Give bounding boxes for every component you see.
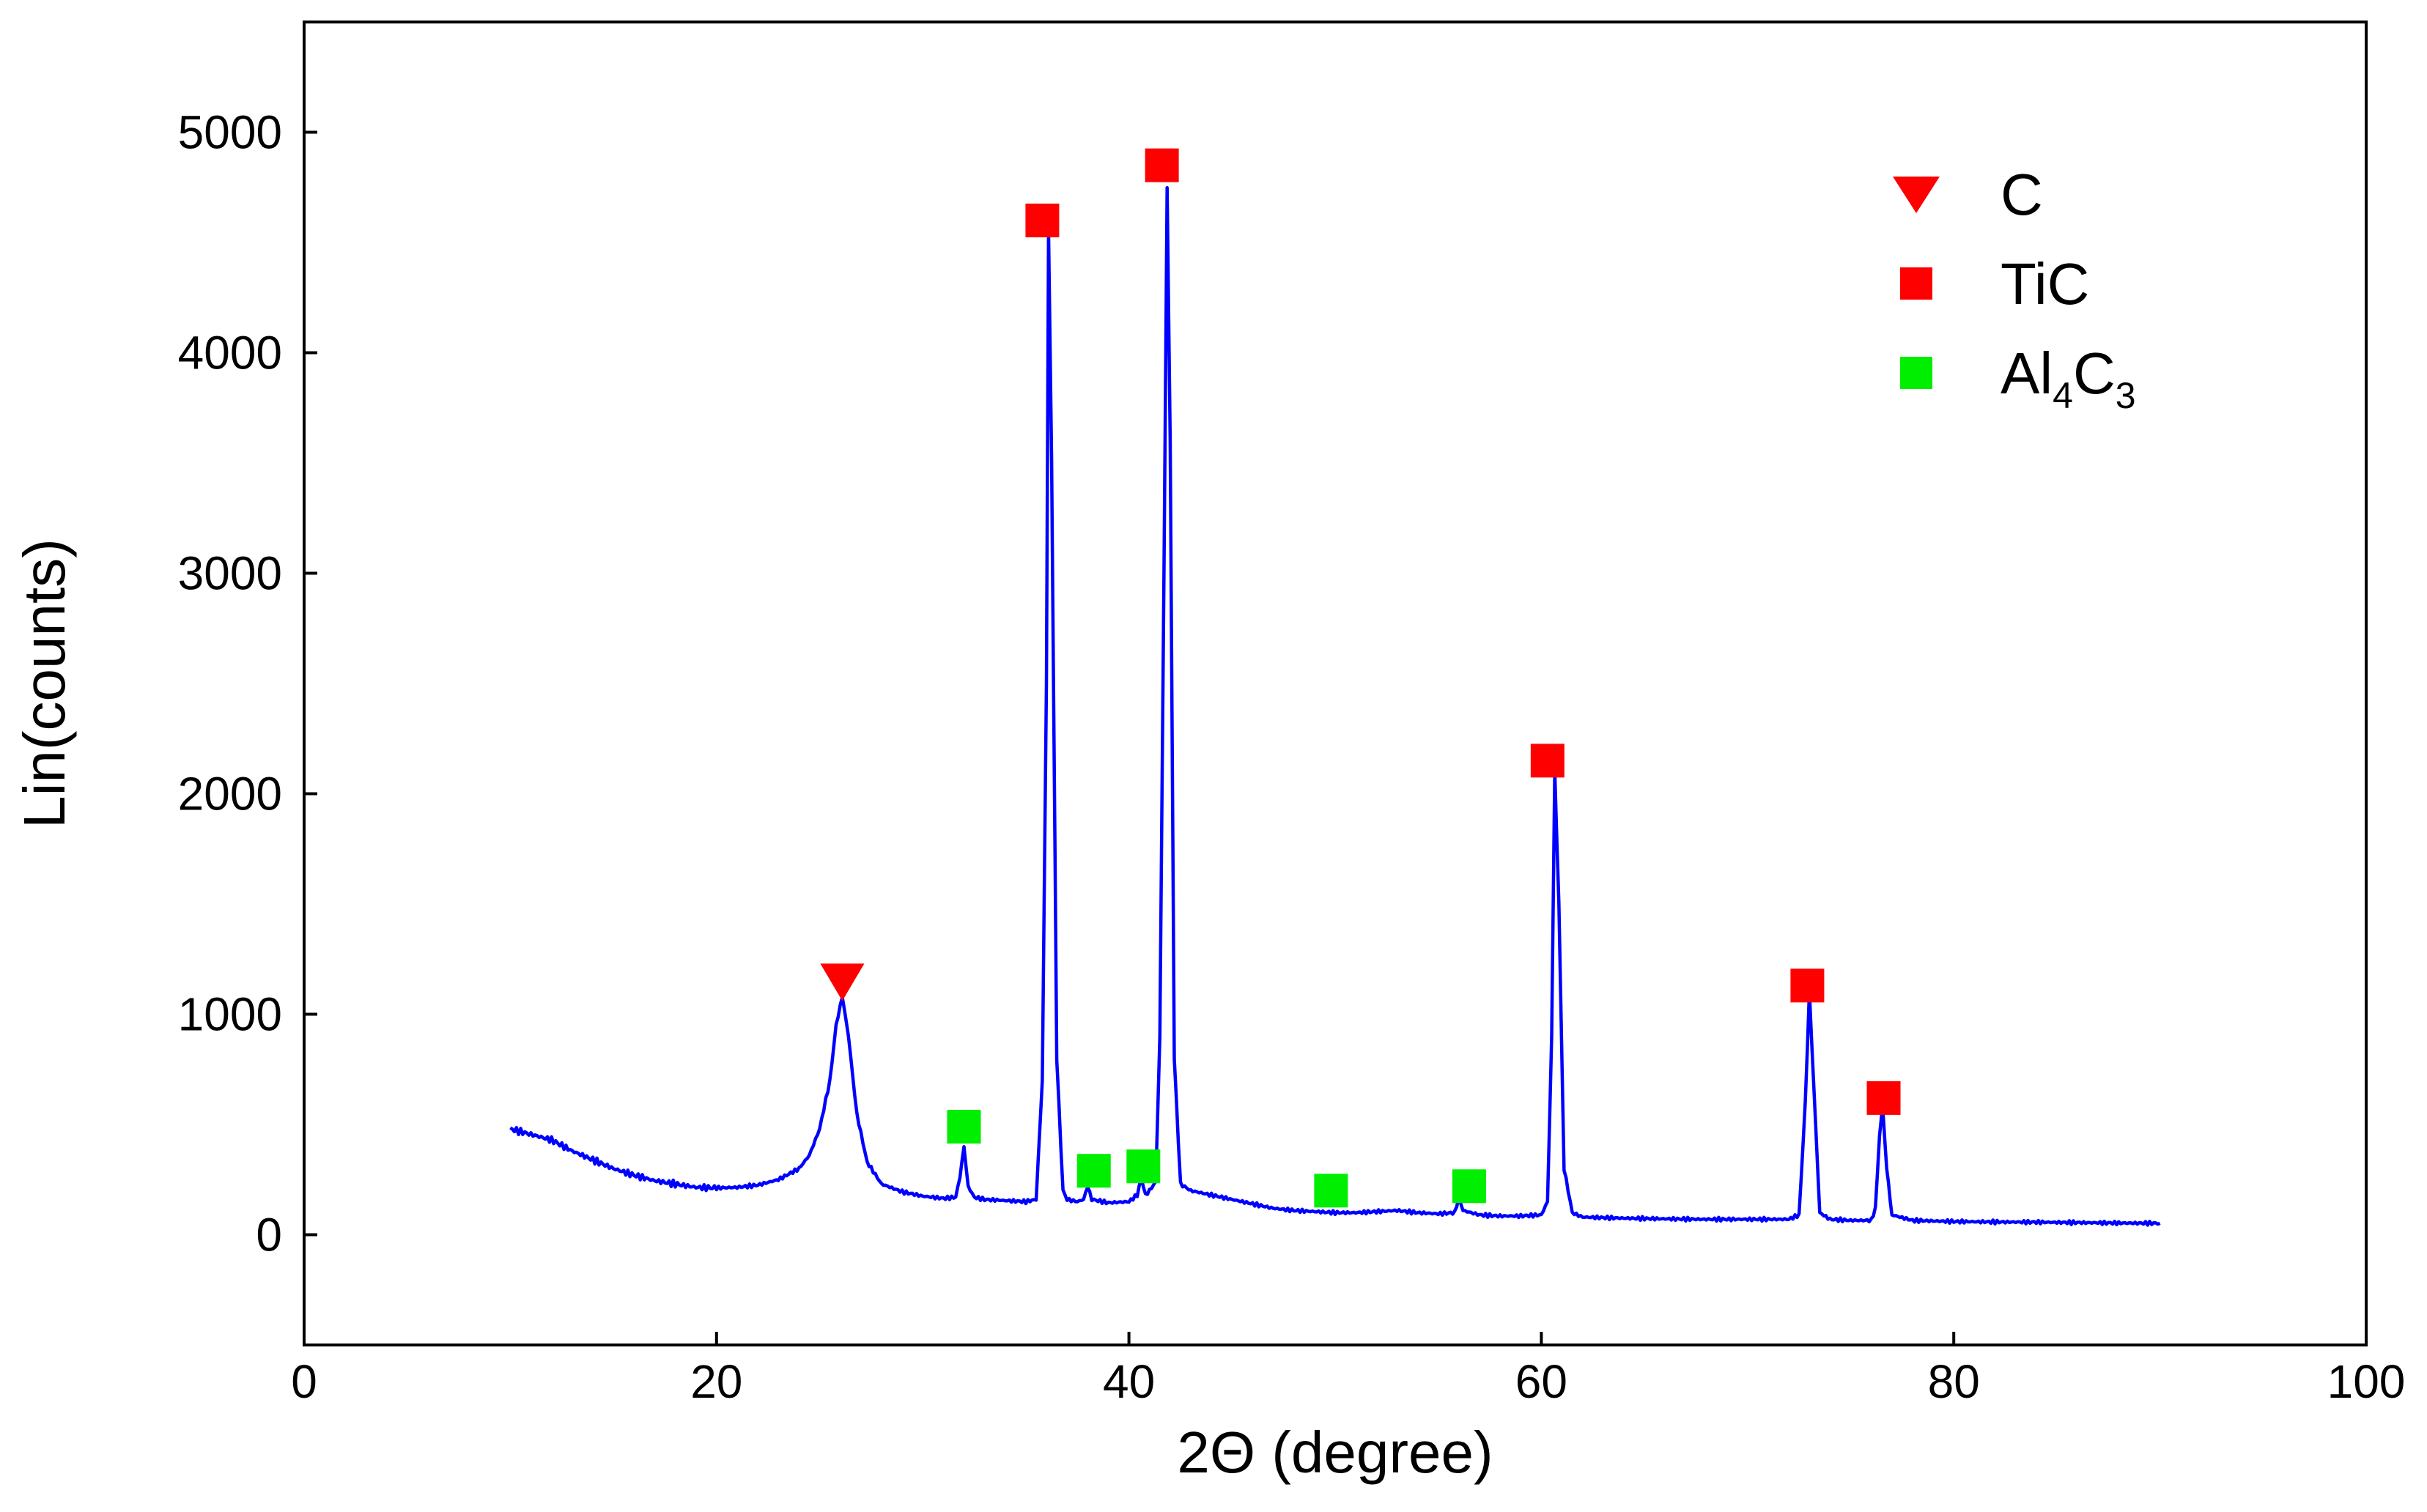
legend: C TiC Al4C3 <box>1893 162 2136 416</box>
legend-symbol <box>1893 177 1940 213</box>
y-tick-label: 0 <box>256 1209 282 1261</box>
legend-symbol <box>1900 267 1932 300</box>
marker-al4c3 <box>1076 1154 1111 1188</box>
y-tick-label: 4000 <box>178 327 282 379</box>
xrd-pattern-line <box>509 185 2161 1227</box>
x-tick-label: 40 <box>1103 1355 1155 1408</box>
legend-symbol <box>1900 357 1932 389</box>
x-tick-label: 20 <box>690 1355 742 1408</box>
legend-label: Al4C3 <box>2001 341 2136 416</box>
x-axis-ticks: 0 20 40 60 80 100 <box>291 1332 2405 1408</box>
x-tick-label: 0 <box>291 1355 317 1408</box>
marker-tic <box>1025 203 1060 237</box>
x-tick-label: 60 <box>1515 1355 1567 1408</box>
y-tick-label: 1000 <box>178 988 282 1041</box>
x-axis-title: 2Θ (degree) <box>1177 1420 1493 1485</box>
marker-al4c3 <box>1452 1169 1486 1204</box>
marker-tic <box>1530 744 1565 778</box>
x-tick-label: 80 <box>1928 1355 1980 1408</box>
y-tick-label: 3000 <box>178 547 282 600</box>
marker-al4c3 <box>1126 1149 1161 1184</box>
marker-al4c3 <box>1314 1174 1348 1208</box>
y-tick-label: 2000 <box>178 768 282 820</box>
peak-markers <box>820 148 1901 1208</box>
marker-al4c3 <box>947 1110 981 1144</box>
marker-tic <box>1790 968 1825 1003</box>
y-tick-label: 5000 <box>178 106 282 159</box>
marker-c <box>820 963 865 1001</box>
marker-tic <box>1145 148 1179 182</box>
legend-label: TiC <box>2001 251 2089 316</box>
y-axis-title: Lin(counts) <box>12 538 77 829</box>
x-tick-label: 100 <box>2327 1355 2406 1408</box>
y-axis-ticks: 0 1000 2000 3000 4000 5000 <box>178 106 317 1261</box>
legend-label: C <box>2001 162 2043 227</box>
marker-tic <box>1866 1081 1901 1115</box>
plot-frame <box>303 21 2368 1346</box>
